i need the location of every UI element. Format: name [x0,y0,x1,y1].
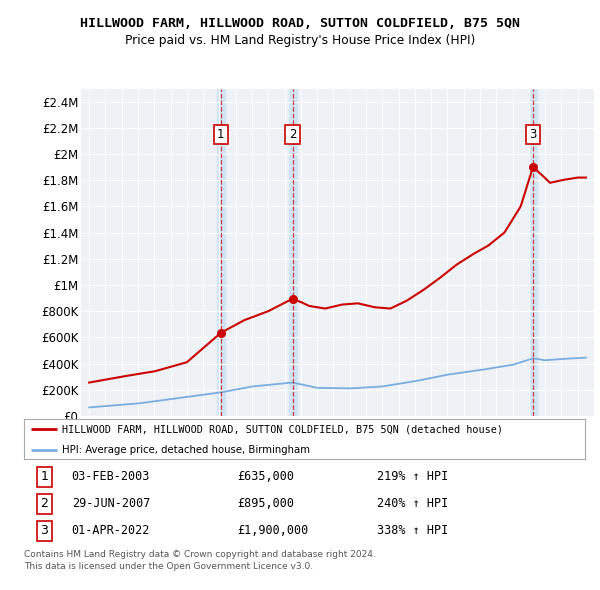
Text: 219% ↑ HPI: 219% ↑ HPI [377,470,449,483]
Text: HILLWOOD FARM, HILLWOOD ROAD, SUTTON COLDFIELD, B75 5QN (detached house): HILLWOOD FARM, HILLWOOD ROAD, SUTTON COL… [62,424,503,434]
Text: 01-APR-2022: 01-APR-2022 [71,524,150,537]
Text: 2: 2 [289,128,296,141]
Bar [529,88,537,416]
Text: 240% ↑ HPI: 240% ↑ HPI [377,497,449,510]
Text: 3: 3 [529,128,536,141]
Text: 1: 1 [217,128,224,141]
Text: 2: 2 [40,497,48,510]
Text: £635,000: £635,000 [237,470,294,483]
Bar [217,88,225,416]
Text: Price paid vs. HM Land Registry's House Price Index (HPI): Price paid vs. HM Land Registry's House … [125,34,475,47]
Text: 29-JUN-2007: 29-JUN-2007 [71,497,150,510]
Bar [289,88,297,416]
Text: Contains HM Land Registry data © Crown copyright and database right 2024.: Contains HM Land Registry data © Crown c… [24,550,376,559]
Text: £895,000: £895,000 [237,497,294,510]
Text: £1,900,000: £1,900,000 [237,524,308,537]
Text: This data is licensed under the Open Government Licence v3.0.: This data is licensed under the Open Gov… [24,562,313,571]
Text: 1: 1 [40,470,48,483]
Text: HPI: Average price, detached house, Birmingham: HPI: Average price, detached house, Birm… [62,445,310,455]
Text: HILLWOOD FARM, HILLWOOD ROAD, SUTTON COLDFIELD, B75 5QN: HILLWOOD FARM, HILLWOOD ROAD, SUTTON COL… [80,17,520,30]
Text: 3: 3 [40,524,48,537]
Text: 03-FEB-2003: 03-FEB-2003 [71,470,150,483]
Text: 338% ↑ HPI: 338% ↑ HPI [377,524,449,537]
